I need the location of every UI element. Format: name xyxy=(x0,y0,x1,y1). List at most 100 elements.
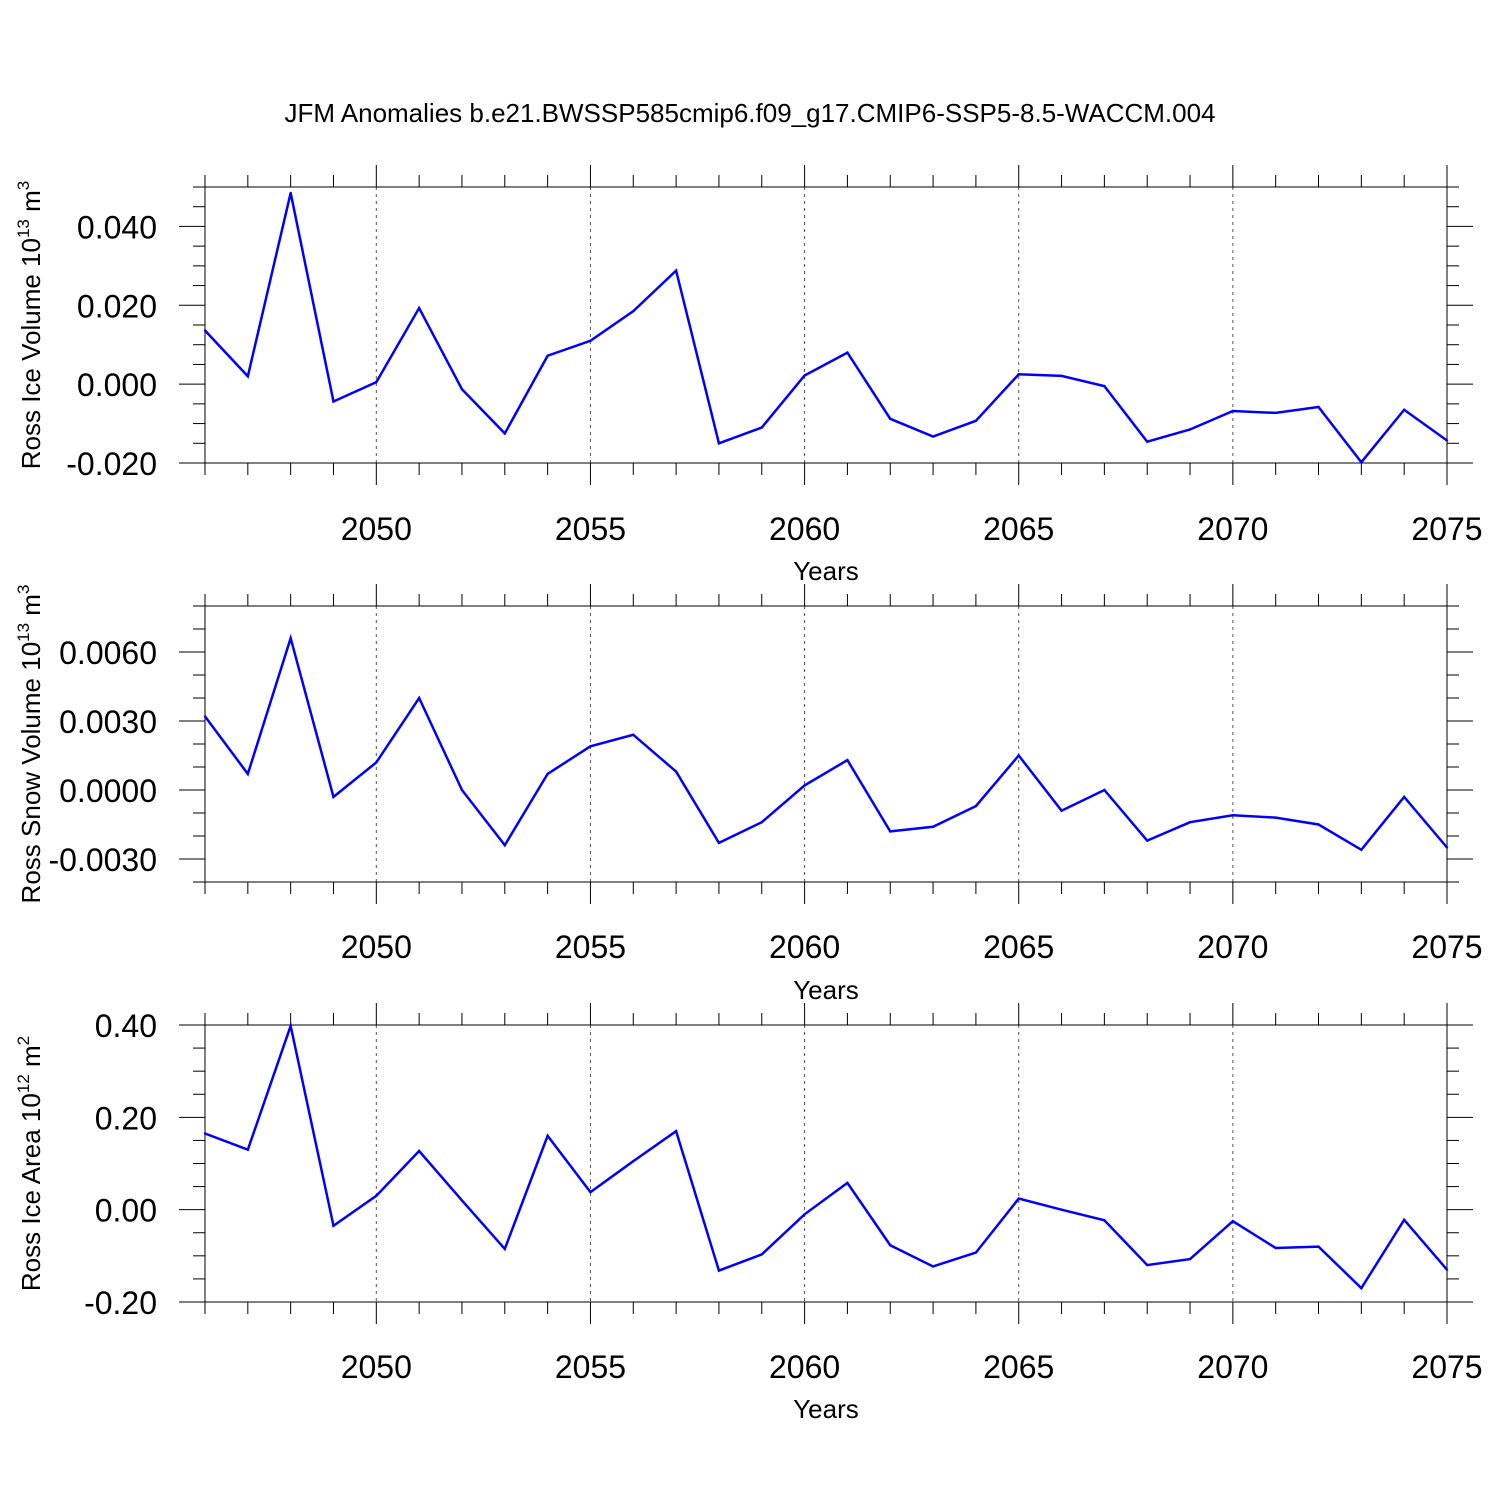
data-point xyxy=(717,1269,721,1272)
y-tick-label: 0.0000 xyxy=(59,773,157,809)
data-point xyxy=(931,1265,935,1268)
data-point xyxy=(1402,795,1406,799)
data-point xyxy=(889,830,892,833)
data-point xyxy=(289,1024,292,1028)
data-point xyxy=(974,419,978,423)
y-tick-label: -0.20 xyxy=(84,1285,157,1321)
data-point xyxy=(1445,846,1449,849)
data-point xyxy=(289,191,292,195)
data-point xyxy=(931,435,935,438)
data-point xyxy=(246,772,250,776)
panel-1: -0.020 0.000 0.020 0.040 2050 2055 2060 2065 207… xyxy=(14,165,1483,586)
x-tick-label: 2050 xyxy=(341,1349,412,1385)
y-axis-title-part: m xyxy=(16,1045,46,1074)
series-line xyxy=(204,1021,1448,1291)
y-axis-title-part: Ross Ice Area 10 xyxy=(16,1093,46,1291)
data-point xyxy=(1317,823,1320,826)
x-tick-label: 2075 xyxy=(1411,511,1482,547)
y-tick-label: 0.040 xyxy=(77,209,157,245)
plot-frame xyxy=(204,1024,1448,1303)
x-axis-title: Years xyxy=(793,1394,859,1424)
data-point xyxy=(503,844,506,847)
data-point xyxy=(803,784,806,787)
data-point xyxy=(931,825,935,828)
y-tick-label: 0.0030 xyxy=(59,704,157,740)
data-point xyxy=(1360,1286,1363,1290)
y-axis-title: Ross Ice Area 1012 m2 xyxy=(14,1036,46,1291)
data-point xyxy=(503,432,506,435)
data-point xyxy=(417,306,421,310)
data-point xyxy=(546,1134,549,1138)
data-point xyxy=(1103,788,1106,792)
data-point xyxy=(760,821,763,824)
x-axis-title: Years xyxy=(793,556,859,586)
data-point xyxy=(1188,428,1192,431)
data-point xyxy=(417,1149,421,1153)
x-tick-label: 2055 xyxy=(555,1349,626,1385)
data-point xyxy=(503,1247,506,1251)
y-axis-title-superscript: 13 xyxy=(14,219,33,238)
x-tick-label: 2050 xyxy=(341,929,412,965)
series-line xyxy=(204,192,1448,465)
y-axis-title-part: Ross Snow Volume 10 xyxy=(16,642,46,904)
chart-title: JFM Anomalies b.e21.BWSSP585cmip6.f09_g1… xyxy=(284,98,1216,128)
data-point xyxy=(1017,1197,1020,1200)
data-point xyxy=(1017,754,1020,757)
y-axis-title-part: Ross Ice Volume 10 xyxy=(16,238,46,469)
data-point xyxy=(974,1251,978,1254)
data-point xyxy=(589,745,592,748)
plot-frame xyxy=(204,605,1448,883)
data-point xyxy=(674,269,678,272)
data-point xyxy=(460,788,464,792)
data-point xyxy=(1146,1263,1149,1267)
data-point xyxy=(846,351,849,354)
y-axis-title-part: m xyxy=(16,190,46,219)
x-tick-label: 2075 xyxy=(1411,1349,1482,1385)
data-point xyxy=(1103,1219,1106,1222)
data-point xyxy=(846,758,849,762)
data-point xyxy=(1231,409,1235,413)
data-point xyxy=(1274,816,1277,819)
data-point xyxy=(674,1129,678,1133)
data-point xyxy=(1060,1208,1063,1211)
y-tick-label: -0.020 xyxy=(66,446,157,482)
data-point xyxy=(1146,839,1149,842)
x-tick-label: 2050 xyxy=(341,511,412,547)
y-axis-title-superscript: 3 xyxy=(14,585,33,594)
data-point xyxy=(1445,439,1449,442)
data-point xyxy=(632,1159,635,1163)
data-point xyxy=(1060,374,1063,378)
data-point xyxy=(1402,408,1406,411)
data-point xyxy=(717,841,721,845)
data-point xyxy=(375,761,378,764)
x-tick-label: 2070 xyxy=(1197,1349,1268,1385)
data-point xyxy=(1402,1218,1406,1222)
data-point xyxy=(246,1148,250,1151)
data-point xyxy=(332,400,335,403)
data-point xyxy=(546,772,549,776)
data-point xyxy=(460,1199,464,1202)
y-tick-label: 0.00 xyxy=(95,1193,157,1229)
data-point xyxy=(203,329,207,332)
data-point xyxy=(246,375,250,378)
data-point xyxy=(1188,821,1192,824)
x-tick-label: 2065 xyxy=(983,1349,1054,1385)
data-point xyxy=(674,770,678,773)
y-axis-title-part: m xyxy=(16,594,46,623)
y-tick-label: 0.40 xyxy=(95,1008,157,1044)
data-point xyxy=(1146,440,1149,443)
data-point xyxy=(589,339,592,342)
data-point xyxy=(1017,373,1020,376)
plot-frame xyxy=(204,186,1448,464)
data-point xyxy=(203,715,207,718)
x-tick-label: 2060 xyxy=(769,929,840,965)
y-tick-label: -0.0030 xyxy=(48,842,157,878)
data-point xyxy=(1274,1246,1277,1250)
data-point xyxy=(974,804,978,808)
series-line xyxy=(203,633,1448,852)
data-point xyxy=(1103,384,1106,388)
data-point xyxy=(889,1244,892,1247)
x-axis-title: Years xyxy=(793,975,859,1005)
y-axis-title-superscript: 2 xyxy=(14,1036,33,1045)
